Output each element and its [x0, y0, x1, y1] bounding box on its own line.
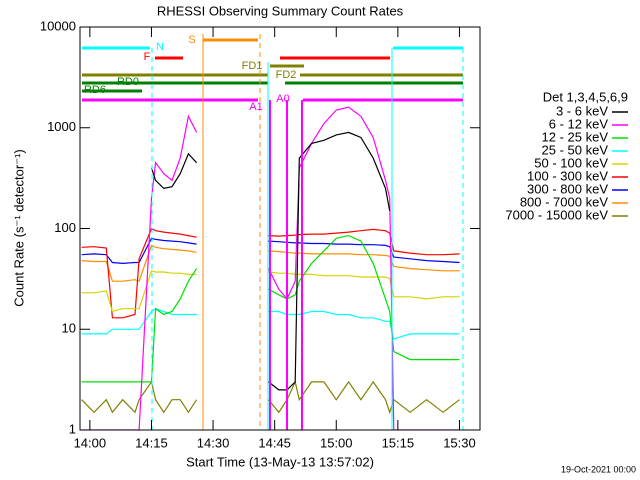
chart-title: RHESSI Observing Summary Count Rates [157, 3, 404, 18]
footer: 19-Oct-2021 00:00 [561, 464, 636, 474]
x-axis-label: Start Time (13-May-13 13:57:02) [186, 454, 374, 469]
legend-label: 50 - 100 keV [534, 155, 608, 170]
series-line [81, 270, 460, 313]
flag-label: S [188, 34, 195, 46]
flag-label: A0 [276, 93, 289, 105]
series-line [81, 227, 460, 319]
x-tick-label: 14:15 [135, 435, 168, 450]
legend-label: 300 - 800 keV [527, 181, 608, 196]
y-tick-label: 1000 [47, 119, 76, 134]
x-tick-label: 15:00 [320, 435, 353, 450]
y-tick-label: 100 [54, 220, 76, 235]
y-tick-label: 10000 [40, 18, 76, 33]
x-tick-label: 15:15 [382, 435, 415, 450]
flag-label: A1 [249, 101, 262, 113]
legend-label: 12 - 25 keV [542, 129, 609, 144]
y-tick-label: 10 [62, 321, 76, 336]
legend-label: 7000 - 15000 keV [505, 207, 608, 222]
flag-label: FD1 [242, 60, 263, 72]
y-axis-label: Count Rate (s⁻¹ detector⁻¹) [11, 149, 26, 307]
x-tick-label: 15:30 [443, 435, 476, 450]
flag-label: FD2 [276, 69, 297, 81]
flag-label: RD0 [117, 76, 139, 88]
legend-title: Det 1,3,4,5,6,9 [543, 89, 628, 104]
x-tick-label: 14:45 [258, 435, 291, 450]
x-tick-label: 14:30 [197, 435, 230, 450]
legend-label: 3 - 6 keV [556, 103, 608, 118]
legend-label: 100 - 300 keV [527, 168, 608, 183]
flag-label: F [144, 51, 151, 63]
legend-label: 6 - 12 keV [549, 116, 609, 131]
x-tick-label: 14:00 [74, 435, 107, 450]
series-line [81, 106, 460, 430]
y-tick-label: 1 [69, 421, 76, 436]
observing-flags [82, 38, 463, 102]
series-line [81, 380, 460, 415]
legend-label: 25 - 50 keV [542, 142, 609, 157]
legend-label: 800 - 7000 keV [520, 194, 609, 209]
flag-label: N [156, 41, 164, 53]
flag-label: RD6 [84, 84, 106, 96]
series-line [81, 234, 460, 383]
